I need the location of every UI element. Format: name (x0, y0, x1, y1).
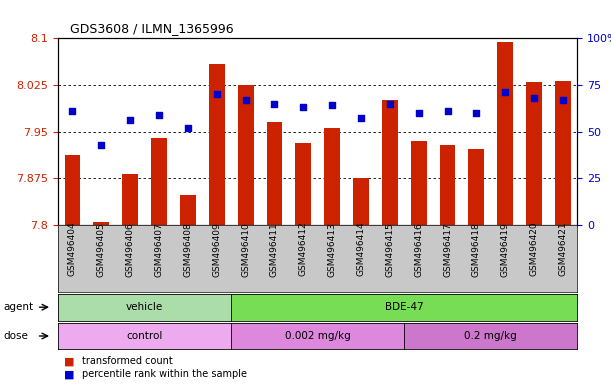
Bar (382, 101, 398, 225)
Bar (411, 141, 426, 225)
Bar (238, 85, 254, 225)
Bar (151, 138, 167, 225)
Point (97, 141, 106, 147)
Bar (93, 222, 109, 225)
Point (472, 110, 481, 116)
Point (68, 108, 78, 114)
Bar (526, 82, 542, 225)
Point (442, 108, 452, 114)
Bar (469, 149, 485, 225)
Bar (122, 174, 138, 225)
Text: GDS3608 / ILMN_1365996: GDS3608 / ILMN_1365996 (70, 22, 234, 35)
Point (183, 125, 193, 131)
Bar (65, 155, 81, 225)
Point (558, 97, 568, 103)
Point (154, 112, 164, 118)
Text: agent: agent (3, 302, 33, 312)
Point (212, 91, 222, 98)
Bar (555, 81, 571, 225)
Point (125, 117, 135, 123)
Point (385, 101, 395, 107)
Point (414, 110, 423, 116)
Point (298, 104, 308, 110)
Text: 0.2 mg/kg: 0.2 mg/kg (464, 331, 518, 341)
Text: ■: ■ (64, 356, 75, 366)
Text: ■: ■ (64, 369, 75, 379)
Text: transformed count: transformed count (82, 356, 174, 366)
Bar (353, 178, 369, 225)
Bar (180, 195, 196, 225)
Text: BDE-47: BDE-47 (385, 302, 423, 312)
Bar (266, 122, 282, 225)
Text: vehicle: vehicle (126, 302, 163, 312)
Point (529, 95, 539, 101)
Bar (209, 65, 225, 225)
Point (269, 101, 279, 107)
Text: dose: dose (3, 331, 28, 341)
Bar (295, 143, 311, 225)
Text: 0.002 mg/kg: 0.002 mg/kg (285, 331, 351, 341)
Text: control: control (126, 331, 163, 341)
Bar (497, 41, 513, 225)
Bar (440, 145, 455, 225)
Point (327, 103, 337, 109)
Bar (324, 128, 340, 225)
Point (356, 116, 366, 122)
Point (500, 89, 510, 96)
Text: percentile rank within the sample: percentile rank within the sample (82, 369, 247, 379)
Point (241, 97, 251, 103)
